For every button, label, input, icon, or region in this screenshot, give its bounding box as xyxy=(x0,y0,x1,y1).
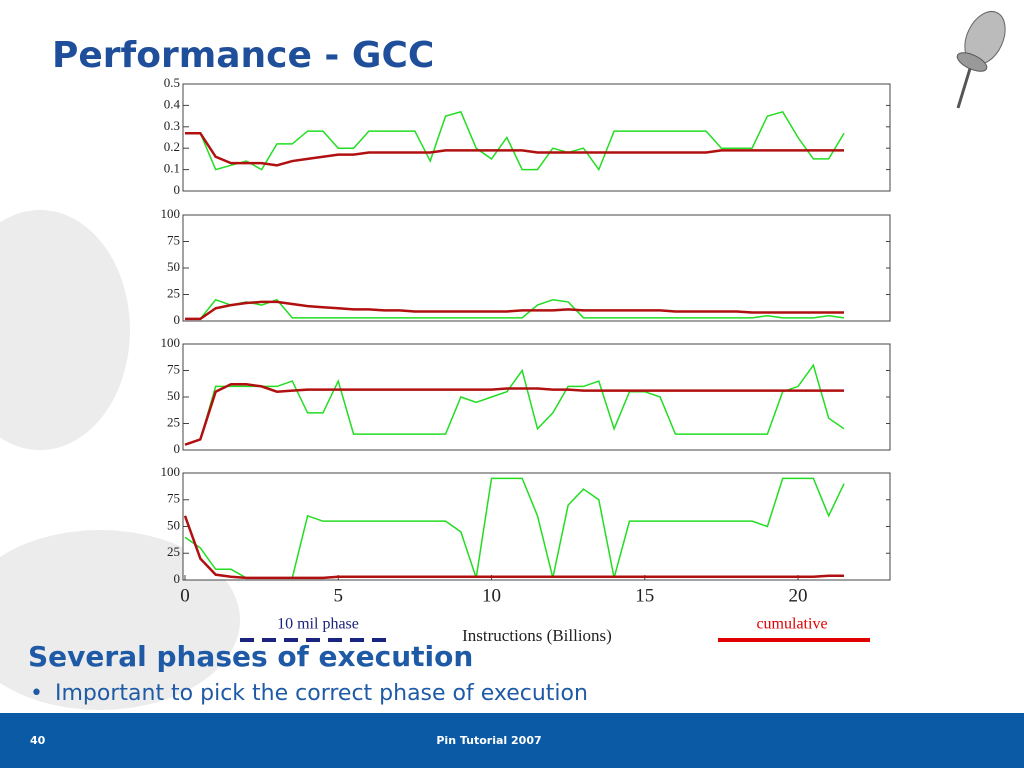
y-tick-label: 25 xyxy=(167,414,180,429)
plot-frame xyxy=(182,343,891,451)
y-tick-label: 0 xyxy=(174,182,181,197)
y-tick-label: 0 xyxy=(174,571,181,586)
x-axis-label: Instructions (Billions) xyxy=(462,626,612,645)
y-tick-label: 0.5 xyxy=(164,75,180,90)
y-tick-label: 100 xyxy=(161,206,181,221)
page-number: 40 xyxy=(30,734,46,747)
series-line xyxy=(184,383,845,446)
y-tick-label: 25 xyxy=(167,285,180,300)
slide-title: Performance - GCC xyxy=(52,35,434,76)
bullet-text: Important to pick the correct phase of e… xyxy=(55,681,588,706)
series-line xyxy=(184,363,845,446)
y-tick-label: 25 xyxy=(167,544,180,559)
pushpin-icon xyxy=(956,11,1006,109)
legend-label: cumulative xyxy=(756,616,827,633)
y-tick-label: 50 xyxy=(167,517,180,532)
series-line xyxy=(185,110,845,172)
y-tick-label: 0 xyxy=(174,312,181,327)
y-tick-label: 75 xyxy=(167,361,180,376)
x-tick-label: 20 xyxy=(789,585,808,606)
plot-frame xyxy=(182,83,891,192)
footer-bar xyxy=(0,713,1024,768)
y-tick-label: 75 xyxy=(167,491,180,506)
y-tick-label: 0.2 xyxy=(164,139,180,154)
series-line xyxy=(185,298,845,320)
bullet-mark: • xyxy=(30,681,43,706)
y-tick-label: 100 xyxy=(161,335,181,350)
x-tick-label: 0 xyxy=(180,585,190,606)
series-line xyxy=(183,515,845,580)
footer-text: Pin Tutorial 2007 xyxy=(436,734,541,747)
y-tick-label: 0.3 xyxy=(164,118,180,133)
x-tick-label: 5 xyxy=(334,585,344,606)
x-tick-label: 15 xyxy=(635,585,654,606)
y-tick-label: 50 xyxy=(167,259,180,274)
charts: 00.10.20.30.40.5025507510002550751000255… xyxy=(161,75,891,645)
legend-label: 10 mil phase xyxy=(277,616,359,633)
x-tick-label: 10 xyxy=(482,585,501,606)
series-line xyxy=(184,477,845,579)
y-tick-label: 0 xyxy=(174,441,181,456)
y-tick-label: 50 xyxy=(167,388,180,403)
y-tick-label: 0.1 xyxy=(164,161,180,176)
plot-frame xyxy=(182,472,891,581)
y-tick-label: 75 xyxy=(167,232,180,247)
heading: Several phases of execution xyxy=(28,640,473,673)
y-tick-label: 0.4 xyxy=(164,96,181,111)
series-line xyxy=(185,300,845,321)
background-art xyxy=(0,210,240,710)
series-line xyxy=(185,131,845,167)
plot-frame xyxy=(182,214,891,322)
y-tick-label: 100 xyxy=(161,464,181,479)
